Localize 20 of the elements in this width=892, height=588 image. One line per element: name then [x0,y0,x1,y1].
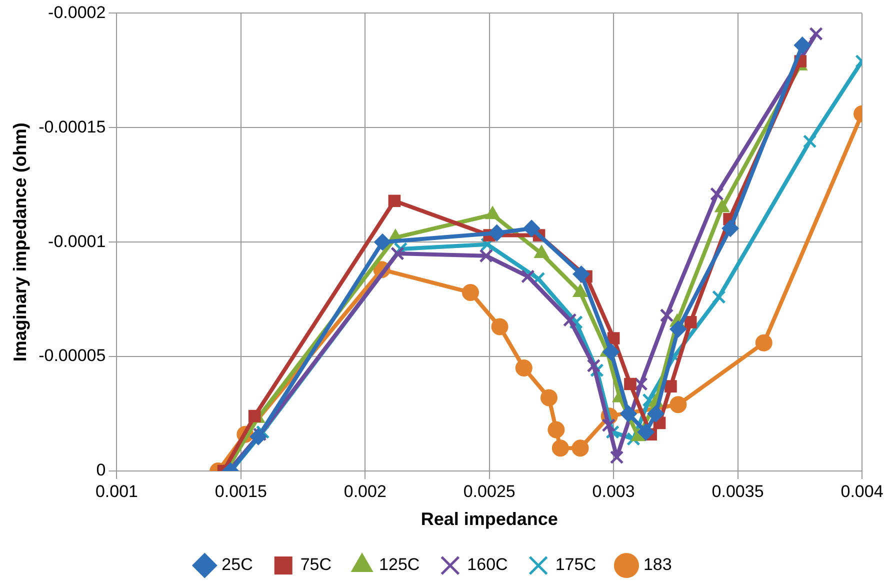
x-tick-label: 0.0025 [463,482,516,501]
x-tick-label: 0.0035 [712,482,764,501]
y-axis-title: Imaginary impedance (ohm) [10,122,30,362]
legend-label: 160C [467,555,508,574]
y-tick-label: -0.0002 [48,2,106,22]
x-axis-title: Real impedance [420,509,558,530]
x-tick-label: 0.002 [344,482,386,501]
x-tick-label: 0.0015 [214,482,267,501]
legend-label: 183 [643,555,672,574]
legend-label: 75C [300,555,332,574]
x-tick-label: 0.001 [95,482,138,501]
x-tick-label: 0.004 [840,482,884,501]
y-tick-label: -0.00015 [38,117,106,136]
legend-label: 175C [555,555,596,574]
y-tick-label: 0 [96,460,106,480]
legend-label: 25C [222,555,253,574]
legend-label: 125C [379,555,420,574]
x-tick-label: 0.003 [592,482,635,501]
y-tick-label: -0.00005 [38,346,106,366]
y-tick-label: -0.0001 [48,232,106,251]
